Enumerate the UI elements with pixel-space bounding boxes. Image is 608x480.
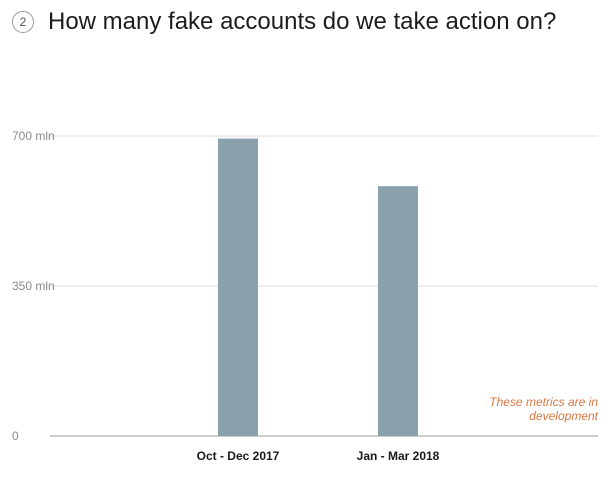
- chart-header: 2 How many fake accounts do we take acti…: [12, 8, 556, 36]
- step-number-badge: 2: [12, 11, 34, 33]
- x-category-label: Jan - Mar 2018: [357, 449, 440, 463]
- development-note: These metrics are in development: [489, 395, 598, 423]
- x-category-label: Oct - Dec 2017: [197, 449, 280, 463]
- bar: [378, 186, 418, 436]
- bar: [218, 138, 258, 437]
- chart-title: How many fake accounts do we take action…: [48, 8, 557, 35]
- y-tick-label: 700 mln: [12, 129, 55, 143]
- y-tick-label: 350 mln: [12, 279, 55, 293]
- y-tick-label: 0: [12, 429, 19, 443]
